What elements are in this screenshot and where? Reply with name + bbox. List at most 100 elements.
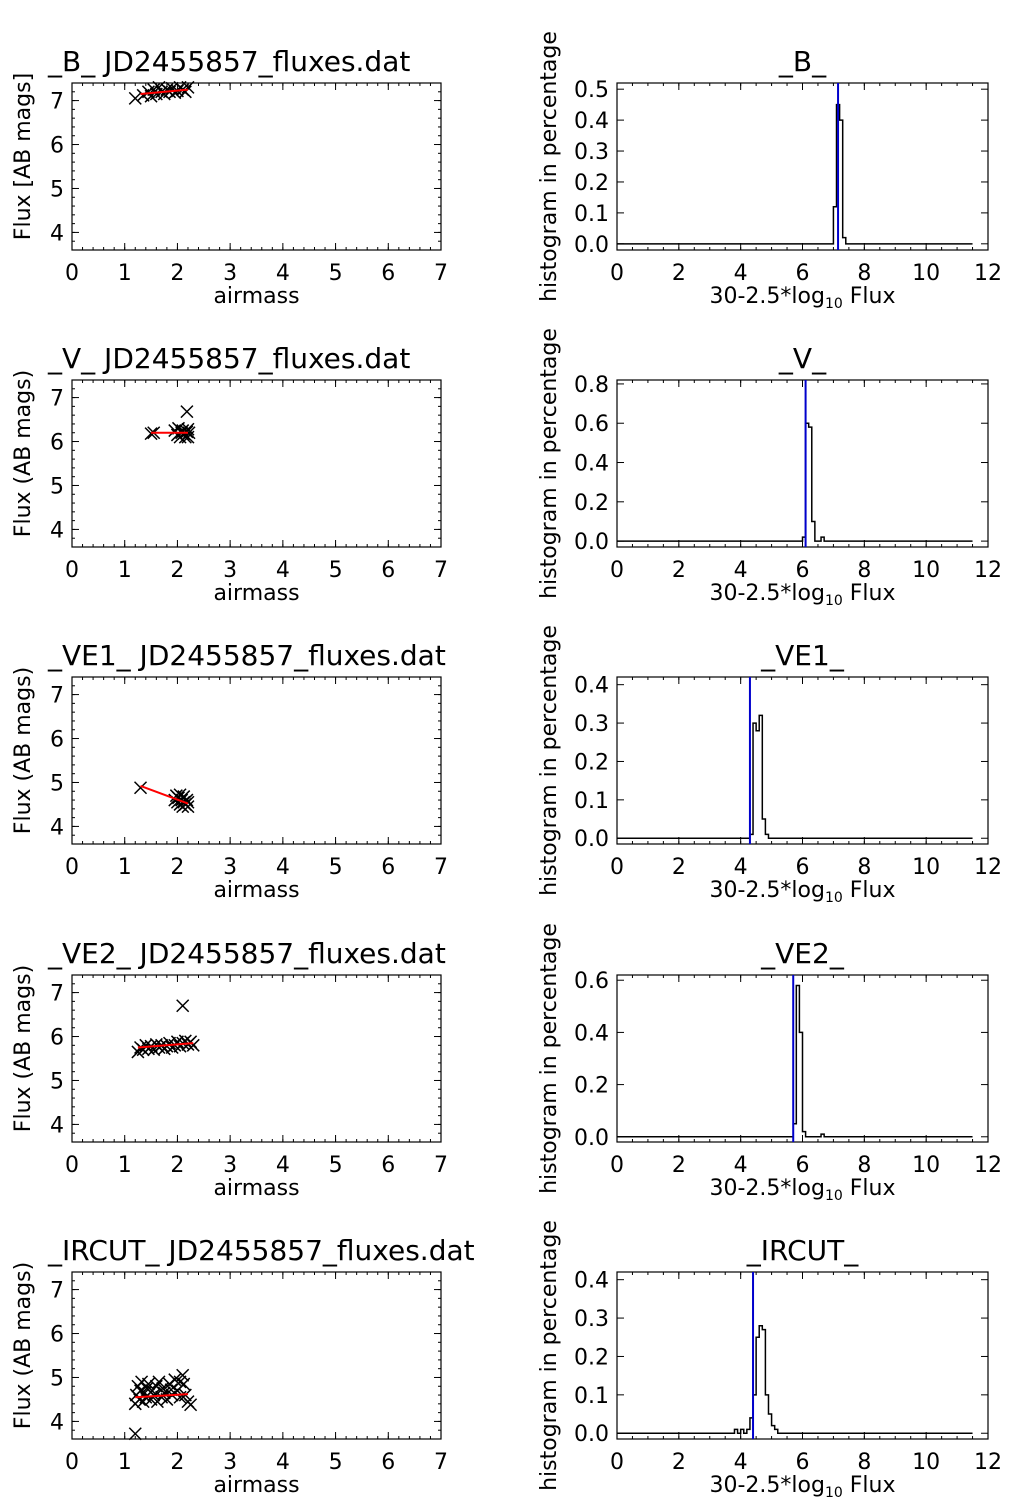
x-tick-label: 8	[857, 261, 871, 286]
y-axis-label: histogram in percentage	[537, 1220, 562, 1491]
x-tick-label: 4	[734, 558, 748, 583]
histogram-bin	[759, 1326, 762, 1433]
x-tick-label: 3	[223, 855, 237, 880]
y-axis-label: histogram in percentage	[537, 328, 562, 599]
fit-line	[140, 785, 189, 805]
chart-title: _V_	[778, 342, 827, 375]
x-tick-label: 4	[734, 855, 748, 880]
marker-stroke	[176, 999, 190, 1013]
x-tick-label: 0	[610, 1450, 624, 1475]
y-tick-label: 0.5	[574, 78, 609, 103]
data-point	[141, 1377, 155, 1391]
x-axis-label-tail: Flux	[843, 284, 896, 309]
x-tick-label: 0	[610, 558, 624, 583]
x-tick-label: 5	[329, 1153, 343, 1178]
x-tick-label: 2	[672, 558, 686, 583]
histogram-panel-4: _IRCUT_ 0 2 4 6 8 10 12 0.0 0.1 0.2 0.3 0.4 30-2.5*lo…	[537, 1220, 1002, 1501]
x-axis-label-sub: 10	[825, 1485, 843, 1501]
x-tick-label: 2	[170, 1153, 184, 1178]
fit-line	[135, 1393, 189, 1399]
x-axis-label-main: 30-2.5*log	[709, 581, 824, 606]
x-axis-label: 30-2.5*log10 Flux	[709, 581, 895, 609]
data-point	[176, 999, 190, 1013]
chart-title: _VE2_ JD2455857_fluxes.dat	[47, 937, 446, 970]
marker-stroke	[186, 1038, 200, 1052]
x-tick-label: 1	[118, 855, 132, 880]
x-tick-label: 3	[223, 558, 237, 583]
chart-title: _B_ JD2455857_fluxes.dat	[47, 45, 410, 78]
data-point	[182, 426, 196, 440]
y-tick-label: 0.0	[574, 233, 609, 258]
x-axis-label-main: 30-2.5*log	[709, 878, 824, 903]
x-axis-label-sub: 10	[825, 890, 843, 906]
x-tick-label: 4	[276, 261, 290, 286]
y-tick-label: 0.4	[574, 109, 609, 134]
marker-stroke	[168, 1373, 182, 1387]
histogram-panel-1: _V_ 0 2 4 6 8 10 12 0.0 0.2 0.4 0.6 0.8 30-2.5*log10 …	[537, 328, 1002, 609]
x-axis-label-tail: Flux	[843, 1176, 896, 1201]
x-axis-label-sub: 10	[825, 1188, 843, 1204]
x-tick-label: 4	[276, 558, 290, 583]
scatter-panel-4: _IRCUT_ JD2455857_fluxes.dat 0 1 2 3 4 5 6 7 4 5 6 7…	[11, 1234, 475, 1498]
x-tick-label: 2	[170, 558, 184, 583]
data-point	[152, 1375, 166, 1389]
plot-frame	[71, 974, 442, 1143]
x-axis-label-main: 30-2.5*log	[709, 284, 824, 309]
x-tick-label: 0	[65, 1153, 79, 1178]
x-tick-label: 6	[381, 855, 395, 880]
y-tick-label: 5	[50, 474, 64, 499]
y-tick-label: 6	[50, 134, 64, 159]
x-tick-label: 10	[912, 1153, 940, 1178]
marker-stroke	[141, 1377, 155, 1391]
x-tick-label: 6	[796, 1450, 810, 1475]
plot-frame	[71, 379, 442, 548]
marker-stroke	[152, 80, 166, 94]
scatter-panel-2: _VE1_ JD2455857_fluxes.dat 0 1 2 3 4 5 6 7 4 5 6 7 ai…	[11, 639, 448, 903]
y-tick-label: 0.3	[574, 712, 609, 737]
x-tick-label: 12	[974, 261, 1002, 286]
marker-stroke	[181, 80, 195, 94]
x-tick-label: 7	[434, 1153, 448, 1178]
y-tick-label: 0.2	[574, 171, 609, 196]
x-tick-label: 5	[329, 1450, 343, 1475]
x-tick-label: 2	[672, 1153, 686, 1178]
x-tick-label: 3	[223, 1450, 237, 1475]
x-axis-label: airmass	[213, 1176, 299, 1201]
chart-title: _B_	[778, 45, 827, 78]
x-axis-label: airmass	[213, 284, 299, 309]
y-tick-label: 0.0	[574, 1126, 609, 1151]
data-point	[164, 1383, 178, 1397]
x-tick-label: 7	[434, 855, 448, 880]
chart-title: _IRCUT_	[746, 1234, 859, 1267]
chart-title: _V_ JD2455857_fluxes.dat	[47, 342, 410, 375]
x-axis-label-main: 30-2.5*log	[709, 1176, 824, 1201]
x-tick-label: 2	[672, 855, 686, 880]
x-tick-label: 2	[170, 261, 184, 286]
y-tick-label: 5	[50, 1366, 64, 1391]
y-tick-label: 7	[50, 1279, 64, 1304]
x-tick-label: 1	[118, 1153, 132, 1178]
marker-stroke	[133, 781, 148, 795]
x-tick-label: 10	[912, 855, 940, 880]
x-tick-label: 8	[857, 558, 871, 583]
y-axis-label: Flux (AB mags)	[11, 965, 36, 1132]
x-tick-label: 3	[223, 1153, 237, 1178]
y-axis-label: Flux [AB mags]	[11, 73, 36, 240]
y-tick-label: 0.3	[574, 140, 609, 165]
data-point	[180, 405, 194, 419]
y-tick-label: 4	[50, 815, 64, 840]
plot-frame	[616, 1271, 989, 1440]
x-tick-label: 12	[974, 1450, 1002, 1475]
y-tick-label: 0.2	[574, 1345, 609, 1370]
x-tick-label: 0	[65, 1450, 79, 1475]
x-tick-label: 5	[329, 558, 343, 583]
y-tick-label: 0.4	[574, 452, 609, 477]
x-tick-label: 10	[912, 558, 940, 583]
x-tick-label: 5	[329, 855, 343, 880]
marker-stroke	[177, 1377, 191, 1391]
x-tick-label: 2	[170, 855, 184, 880]
marker-stroke	[180, 405, 194, 419]
x-tick-label: 12	[974, 855, 1002, 880]
x-tick-label: 8	[857, 1153, 871, 1178]
